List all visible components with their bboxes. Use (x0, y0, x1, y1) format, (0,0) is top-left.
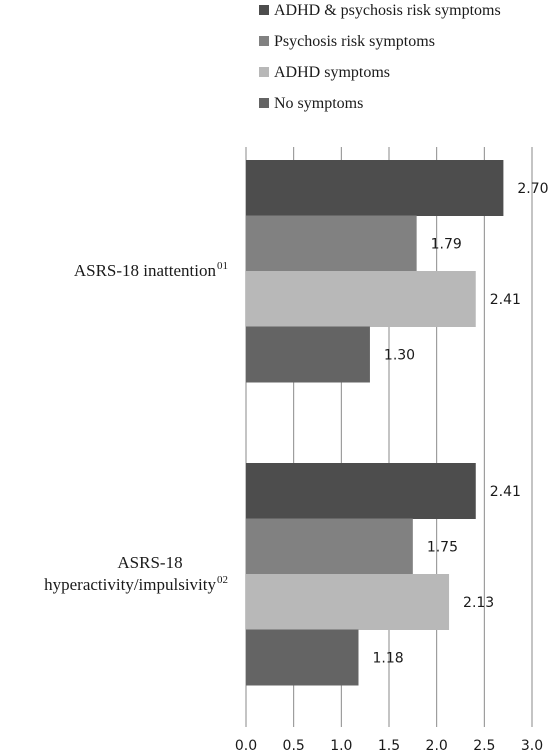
legend-label: ADHD symptoms (274, 64, 390, 81)
bar (246, 574, 450, 630)
x-tick-label: 2.5 (473, 738, 495, 754)
legend-label: Psychosis risk symptoms (274, 33, 435, 50)
data-label: 1.79 (431, 237, 462, 253)
data-label: 2.41 (490, 292, 521, 308)
legend-swatch (259, 98, 269, 108)
category-labels: ASRS-18 inattention 01 ASRS-18 hyperactivit… (44, 260, 228, 594)
x-tick-label: 0.0 (235, 738, 257, 754)
bar (246, 326, 370, 383)
legend-label: No symptoms (274, 95, 363, 112)
x-tick-label: 1.5 (378, 738, 400, 754)
bar (246, 463, 476, 519)
bar (246, 160, 504, 216)
x-tick-label: 2.0 (426, 738, 448, 754)
x-tick-label: 0.5 (283, 738, 305, 754)
legend-label: ADHD & psychosis risk symptoms (274, 2, 501, 19)
legend-swatch (259, 67, 269, 77)
x-tick-label: 1.0 (330, 738, 352, 754)
bars: 2.70 1.79 2.41 1.30 2.41 1.75 2.13 1.18 (246, 160, 549, 686)
x-axis-ticks: 0.0 0.5 1.0 1.5 2.0 2.5 3.0 (235, 738, 543, 754)
data-label: 1.18 (372, 651, 403, 667)
x-tick-label: 3.0 (521, 738, 543, 754)
bar (246, 518, 413, 575)
bar (246, 215, 417, 272)
data-label: 2.41 (490, 484, 521, 500)
data-label: 2.13 (463, 595, 494, 611)
category-superscript: 01 (217, 260, 228, 272)
category-superscript: 02 (217, 574, 228, 586)
category-label: hyperactivity/impulsivity (44, 575, 216, 594)
legend: ADHD & psychosis risk symptoms Psychosis … (259, 2, 501, 112)
data-label: 2.70 (517, 181, 548, 197)
bar (246, 629, 359, 686)
category-label: ASRS-18 inattention (74, 261, 217, 280)
category-label: ASRS-18 (117, 553, 182, 572)
bar (246, 271, 476, 327)
legend-swatch (259, 5, 269, 15)
data-label: 1.75 (427, 540, 458, 556)
legend-swatch (259, 36, 269, 46)
data-label: 1.30 (384, 348, 415, 364)
